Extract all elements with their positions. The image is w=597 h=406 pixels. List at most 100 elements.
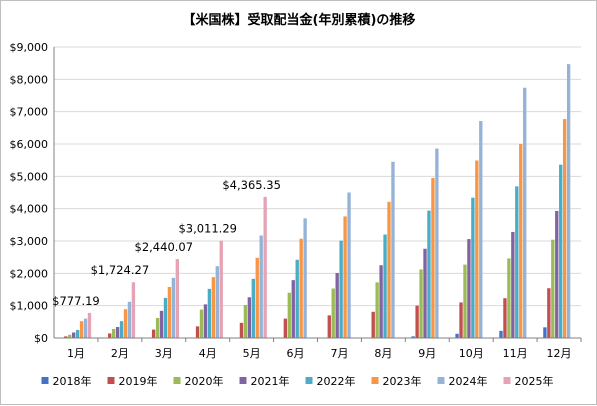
x-tick-label: 4月: [199, 347, 217, 360]
bar-2019年-10月: [459, 302, 463, 338]
bar-2024年-8月: [391, 161, 395, 338]
bar-2021年-9月: [423, 248, 427, 338]
legend-label: 2023年: [383, 374, 422, 388]
bar-2022年-11月: [515, 186, 519, 338]
bar-2021年-8月: [379, 265, 383, 338]
legend-label: 2018年: [53, 374, 92, 388]
x-tick-label: 12月: [547, 347, 572, 360]
bar-2020年-3月: [155, 317, 160, 338]
bar-2021年-6月: [291, 280, 295, 338]
bar-2023年-12月: [562, 119, 567, 338]
legend-label: 2021年: [251, 374, 290, 388]
x-tick-label: 9月: [418, 347, 436, 360]
bar-2021年-10月: [467, 239, 471, 338]
bar-2025年-1月: [87, 312, 92, 338]
bar-2019年-7月: [327, 315, 331, 338]
bar-2025年-4月: [219, 240, 223, 338]
x-tick-label: 1月: [67, 347, 85, 360]
legend-label: 2020年: [185, 374, 224, 388]
bar-2021年-5月: [247, 297, 252, 338]
axis-layer: $0 $1,000 $2,000 $3,000 $4,000 $5,000 $6,000 $7…: [10, 41, 582, 360]
bar-2019年-3月: [151, 329, 156, 338]
bar-2020年-11月: [507, 258, 511, 338]
bar-2018年-12月: [543, 327, 547, 338]
bar-2024年-5月: [259, 235, 263, 338]
bar-2024年-12月: [566, 64, 571, 339]
bar-2023年-10月: [475, 160, 479, 338]
bar-2020年-1月: [68, 334, 72, 338]
bar-2024年-6月: [303, 218, 307, 338]
bar-2022年-5月: [251, 278, 255, 338]
y-tick-label: $1,000: [10, 300, 49, 313]
bar-2023年-3月: [167, 286, 172, 338]
legend-label: 2024年: [449, 374, 488, 388]
bar-2020年-12月: [551, 239, 555, 338]
y-tick-label: $0: [34, 332, 48, 345]
y-tick-label: $7,000: [10, 106, 49, 119]
legend-swatch: [371, 377, 379, 384]
legend-swatch: [503, 377, 511, 384]
legend-swatch: [437, 377, 445, 384]
grid-layer: [54, 46, 581, 339]
bar-2025年-2月: [131, 282, 136, 338]
bar-2022年-3月: [163, 297, 168, 338]
bar-2019年-12月: [547, 288, 551, 338]
y-tick-label: $4,000: [10, 203, 49, 216]
bar-2021年-12月: [555, 210, 559, 338]
bars-layer: [64, 64, 571, 339]
bar-2020年-2月: [111, 328, 116, 338]
bar-2018年-10月: [455, 333, 459, 338]
bar-2020年-9月: [419, 269, 423, 338]
bar-2020年-10月: [463, 264, 467, 338]
x-tick-label: 3月: [155, 347, 173, 360]
bar-2021年-7月: [335, 273, 339, 338]
data-label: $1,724.27: [91, 263, 150, 277]
y-tick-label: $9,000: [10, 41, 49, 54]
bar-2018年-11月: [499, 330, 503, 338]
bar-2020年-8月: [375, 282, 379, 338]
annotation-layer: $777.19 $1,724.27 $2,440.07 $3,011.29 $4,365…: [52, 178, 281, 308]
bar-2023年-11月: [519, 144, 523, 338]
bar-2019年-2月: [108, 333, 112, 338]
y-tick-label: $2,000: [10, 267, 49, 280]
bar-2025年-3月: [175, 259, 180, 338]
bar-2023年-8月: [387, 201, 391, 338]
bar-2019年-11月: [503, 298, 507, 338]
legend-swatch: [173, 377, 181, 384]
bar-2022年-8月: [383, 234, 387, 338]
x-tick-label: 2月: [111, 347, 129, 360]
legend-label: 2019年: [119, 374, 158, 388]
legend-label: 2022年: [317, 374, 356, 388]
bar-2019年-8月: [371, 311, 375, 338]
legend-swatch: [107, 377, 115, 384]
legend-swatch: [41, 377, 49, 384]
bar-2019年-5月: [239, 322, 244, 338]
bar-2024年-10月: [479, 121, 483, 338]
y-tick-label: $5,000: [10, 170, 49, 183]
x-tick-label: 7月: [330, 347, 348, 360]
bar-2023年-5月: [255, 257, 259, 338]
bar-2024年-3月: [171, 277, 176, 338]
bar-2021年-1月: [72, 332, 76, 338]
bar-2024年-9月: [435, 148, 439, 338]
bar-2023年-9月: [431, 177, 435, 338]
data-label: $2,440.07: [135, 240, 194, 254]
bar-2020年-4月: [199, 309, 204, 338]
bar-2021年-3月: [159, 310, 164, 338]
bar-2020年-7月: [331, 288, 335, 338]
bar-2022年-9月: [427, 210, 431, 338]
bar-2022年-12月: [559, 164, 563, 338]
y-tick-label: $6,000: [10, 138, 49, 151]
data-label: $4,365.35: [222, 178, 281, 192]
bar-2023年-1月: [79, 321, 84, 338]
bar-2025年-5月: [263, 196, 267, 338]
x-tick-label: 6月: [287, 347, 305, 360]
bar-2019年-4月: [195, 326, 200, 338]
x-tick-label: 10月: [459, 347, 484, 360]
x-tick-label: 8月: [374, 347, 392, 360]
bar-2024年-1月: [83, 318, 88, 338]
y-tick-label: $3,000: [10, 235, 49, 248]
data-label: $3,011.29: [178, 222, 237, 236]
